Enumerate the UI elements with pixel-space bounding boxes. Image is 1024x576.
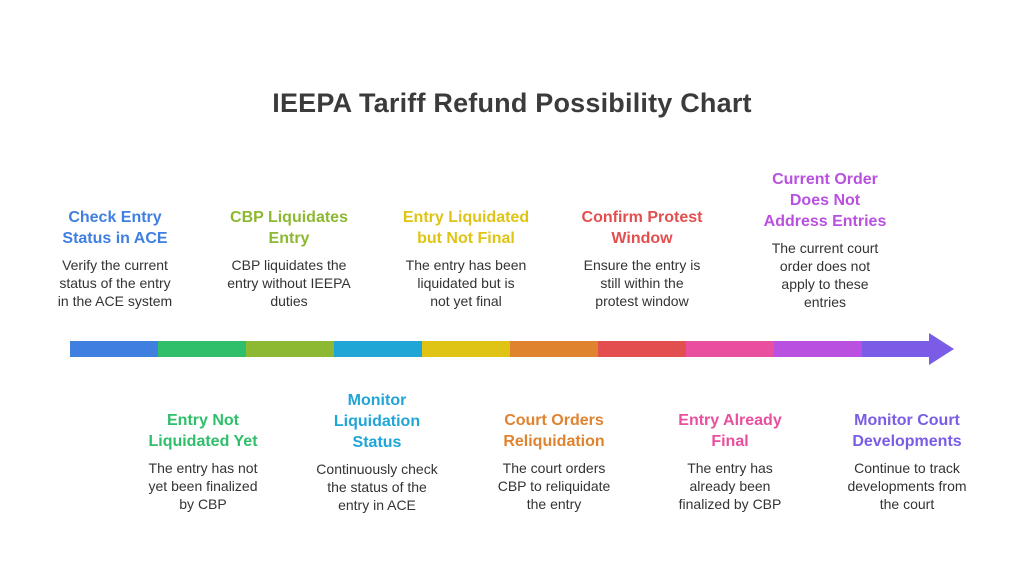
step-description: The current court order does not apply t… xyxy=(771,240,879,310)
step-description: CBP liquidates the entry without IEEPA d… xyxy=(227,257,351,309)
timeline-arrow xyxy=(70,333,954,365)
timeline-arrowhead xyxy=(929,333,954,365)
timeline-segment-1 xyxy=(70,341,159,357)
step-description: The entry has already been finalized by … xyxy=(678,460,782,512)
step-cbp-liquidates-entry: CBP Liquidates Entry CBP liquidates the … xyxy=(219,207,359,310)
step-title: Court Orders Reliquidation xyxy=(503,412,605,450)
timeline-segment-7 xyxy=(598,341,687,357)
step-description: The entry has been liquidated but is not… xyxy=(405,257,527,309)
step-monitor-court-developments: Monitor Court Developments Continue to t… xyxy=(837,410,977,513)
step-title: Monitor Court Developments xyxy=(852,412,962,450)
chart-title: IEEPA Tariff Refund Possibility Chart xyxy=(272,88,752,118)
timeline-segment-9 xyxy=(774,341,863,357)
step-current-order-not-address: Current Order Does Not Address Entries T… xyxy=(755,169,895,311)
step-description: Continue to track developments from the … xyxy=(847,460,967,512)
timeline-segment-5 xyxy=(422,341,511,357)
step-check-entry-status: Check Entry Status in ACE Verify the cur… xyxy=(45,207,185,310)
step-title: Entry Not Liquidated Yet xyxy=(148,412,258,450)
step-monitor-liquidation-status: Monitor Liquidation Status Continuously … xyxy=(307,390,447,514)
timeline-segment-8 xyxy=(686,341,775,357)
step-description: Ensure the entry is still within the pro… xyxy=(583,257,701,309)
timeline-segment-6 xyxy=(510,341,599,357)
step-title: Monitor Liquidation Status xyxy=(333,392,421,451)
step-confirm-protest-window: Confirm Protest Window Ensure the entry … xyxy=(572,207,712,310)
step-title: Current Order Does Not Address Entries xyxy=(763,171,887,230)
step-description: The entry has not yet been finalized by … xyxy=(148,460,258,512)
step-description: Continuously check the status of the ent… xyxy=(316,461,438,513)
step-title: Entry Liquidated but Not Final xyxy=(402,209,530,247)
step-entry-liquidated-not-final: Entry Liquidated but Not Final The entry… xyxy=(396,207,536,310)
timeline-segment-10 xyxy=(862,341,930,357)
step-title: Confirm Protest Window xyxy=(581,209,703,247)
step-court-orders-reliquidation: Court Orders Reliquidation The court ord… xyxy=(484,410,624,513)
step-title: CBP Liquidates Entry xyxy=(230,209,348,247)
timeline-segment-2 xyxy=(158,341,247,357)
step-description: The court orders CBP to reliquidate the … xyxy=(497,460,611,512)
step-title: Check Entry Status in ACE xyxy=(62,209,168,247)
step-entry-already-final: Entry Already Final The entry has alread… xyxy=(660,410,800,513)
timeline-segment-3 xyxy=(246,341,335,357)
step-title: Entry Already Final xyxy=(678,412,782,450)
timeline-segment-4 xyxy=(334,341,423,357)
step-description: Verify the current status of the entry i… xyxy=(57,257,173,309)
step-entry-not-liquidated: Entry Not Liquidated Yet The entry has n… xyxy=(133,410,273,513)
